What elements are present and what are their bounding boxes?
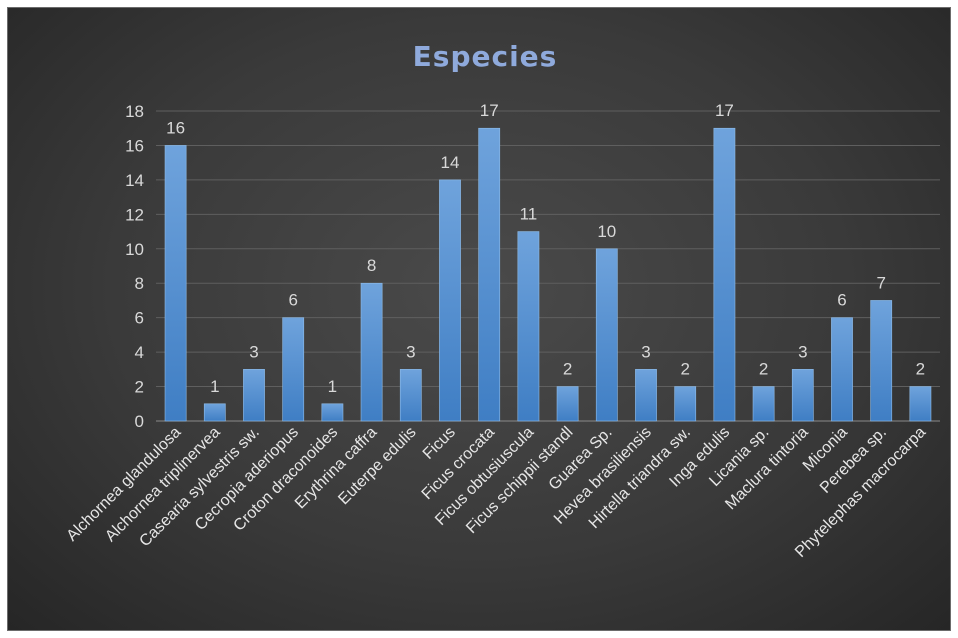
y-tick-label: 18: [125, 102, 144, 121]
bar: [713, 127, 736, 422]
bar: [791, 369, 814, 422]
data-label: 6: [837, 291, 846, 310]
y-tick-label: 16: [125, 136, 144, 155]
data-label: 10: [597, 222, 616, 241]
y-tick-label: 4: [135, 343, 144, 362]
bar: [478, 127, 501, 422]
data-label: 1: [328, 377, 337, 396]
data-label: 16: [166, 118, 185, 137]
y-tick-label: 0: [135, 412, 144, 431]
data-label: 8: [367, 256, 376, 275]
bar: [674, 386, 697, 422]
chart-title: Especies: [413, 40, 558, 73]
data-label: 3: [249, 342, 258, 361]
bar: [517, 231, 540, 422]
bar: [243, 369, 265, 422]
y-tick-label: 2: [135, 378, 144, 397]
bar: [870, 300, 893, 422]
y-tick-label: 14: [125, 171, 144, 190]
y-tick-label: 10: [125, 240, 144, 259]
y-tick-label: 6: [135, 309, 144, 328]
data-label: 2: [680, 360, 689, 379]
data-label: 7: [876, 273, 885, 292]
data-label: 17: [715, 101, 734, 120]
y-axis-ticks: 0 2 4 6 8 10 12 14 16 18: [125, 102, 144, 431]
data-label: 2: [563, 360, 572, 379]
bar: [831, 317, 853, 422]
data-label: 14: [441, 153, 460, 172]
bar: [164, 145, 187, 422]
bars: [164, 127, 932, 422]
data-label: 6: [288, 291, 297, 310]
chart-area: Especies 0 2 4 6 8 10 12 14 16 18 16 1 3 6 1 8 3 14 17 11 2…: [7, 7, 951, 631]
data-label: 11: [520, 205, 538, 224]
bar: [635, 369, 657, 422]
bar: [399, 369, 422, 422]
bar: [360, 282, 383, 422]
bar: [321, 403, 344, 422]
data-label: 17: [480, 101, 499, 120]
y-tick-label: 8: [135, 274, 144, 293]
data-label: 1: [210, 377, 219, 396]
data-label: 3: [641, 342, 650, 361]
bar: [556, 386, 579, 422]
data-label: 3: [406, 342, 415, 361]
y-tick-label: 12: [125, 205, 144, 224]
bar: [203, 403, 226, 422]
bar: [752, 386, 775, 422]
bar: [909, 386, 932, 422]
data-label: 2: [916, 360, 925, 379]
bar: [595, 248, 618, 422]
bar: [439, 179, 461, 422]
data-label: 2: [759, 360, 768, 379]
data-label: 3: [798, 342, 807, 361]
bar: [282, 317, 305, 422]
gridlines: [156, 110, 940, 422]
